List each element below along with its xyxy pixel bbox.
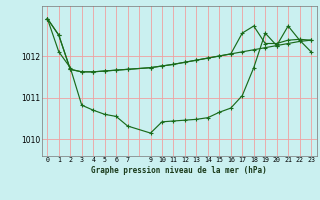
X-axis label: Graphe pression niveau de la mer (hPa): Graphe pression niveau de la mer (hPa) [91, 166, 267, 175]
